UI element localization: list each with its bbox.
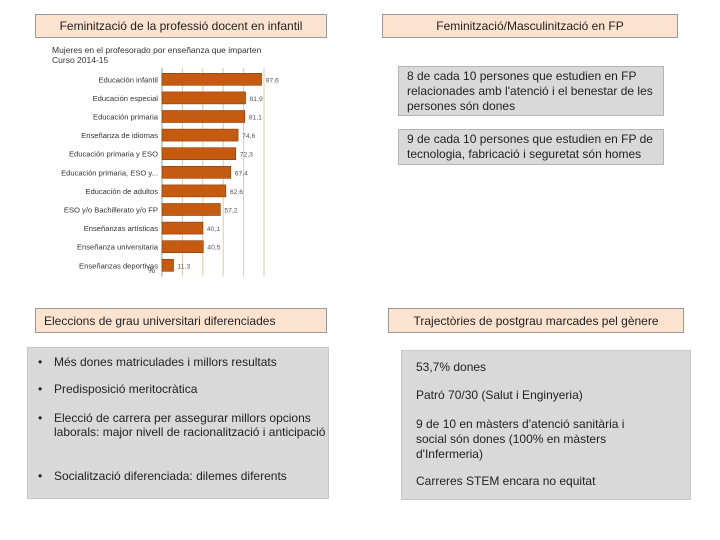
chart-category-label: Educación infantil xyxy=(98,75,158,84)
grau-bullet-2: Predisposició meritocràtica xyxy=(38,382,338,396)
chart-value-label: 11,3 xyxy=(178,263,191,270)
chart-title-line-1: Mujeres en el profesorado por enseñanza … xyxy=(52,45,262,55)
fp-note-care: 8 de cada 10 persones que estudien en FP… xyxy=(398,66,664,116)
grau-bullet-3: Elecció de carrera per assegurar millors… xyxy=(38,411,330,439)
chart-category-label: Enseñanzas deportivas xyxy=(79,261,158,270)
header-fp-text: Feminització/Masculinització en FP xyxy=(436,19,624,33)
postgrau-stat-1: 53,7% dones xyxy=(416,360,487,374)
chart-title-line-2: Curso 2014-15 xyxy=(52,55,109,65)
chart-value-label: 74,6 xyxy=(242,133,255,140)
chart-category-label: Educación primaria y ESO xyxy=(69,150,158,159)
chart-category-label: Educación de adultos xyxy=(85,187,158,196)
chart-value-label: 97,6 xyxy=(266,77,279,84)
chart-bar xyxy=(161,184,227,198)
header-postgrau: Trajectòries de postgrau marcades pel gè… xyxy=(388,308,684,333)
grau-bullet-1-text: Més dones matriculades i millors resulta… xyxy=(54,355,277,369)
header-grau: Eleccions de grau universitari diferenci… xyxy=(35,308,327,333)
postgrau-stat-2: Patró 70/30 (Salut i Enginyeria) xyxy=(416,388,583,402)
chart-value-label: 81,9 xyxy=(250,96,263,103)
chart-bar xyxy=(161,72,262,86)
chart-value-label: 40,1 xyxy=(207,226,220,233)
chart-category-label: Educación primaria, ESO y... xyxy=(61,168,158,177)
chart-value-label: 81,1 xyxy=(249,115,262,122)
grau-panel: Més dones matriculades i millors resulta… xyxy=(27,347,329,499)
chart-bar xyxy=(161,240,204,253)
chart-bar xyxy=(161,203,221,216)
header-fp: Feminització/Masculinització en FP xyxy=(382,14,678,38)
chart-value-label: 62,6 xyxy=(230,189,243,196)
postgrau-stat-4: Carreres STEM encara no equitat xyxy=(416,474,596,488)
chart-bar xyxy=(161,91,246,105)
header-docent-infantil: Feminització de la professió docent en i… xyxy=(35,14,327,38)
chart-bar xyxy=(161,166,232,179)
chart-bar xyxy=(161,110,246,123)
bar-chart: Mujeres en el profesorado por enseñanza … xyxy=(52,45,279,291)
grau-bullet-4-text: Socialització diferenciada: dilemes dife… xyxy=(54,469,287,483)
chart-value-label: 40,5 xyxy=(207,245,220,252)
chart-category-label: ESO y/o Bachillerato y/o FP xyxy=(64,206,158,215)
fp-note-tech: 9 de cada 10 persones que estudien en FP… xyxy=(398,129,664,165)
chart-category-label: Educación especial xyxy=(93,94,159,103)
chart-bar xyxy=(161,259,174,272)
chart-category-label: Enseñanza universitaria xyxy=(77,243,159,252)
chart-value-label: 57,2 xyxy=(224,208,237,215)
grau-bullet-2-text: Predisposició meritocràtica xyxy=(54,382,198,396)
header-grau-text: Eleccions de grau universitari diferenci… xyxy=(44,313,276,328)
fp-note-care-text: 8 de cada 10 persones que estudien en FP… xyxy=(407,69,653,113)
chart-category-label: Educación primaria xyxy=(93,113,159,122)
grau-bullet-1: Més dones matriculades i millors resulta… xyxy=(38,355,338,369)
chart-bar xyxy=(161,221,204,235)
chart-value-label: 72,3 xyxy=(240,152,253,159)
chart-category-label: Enseñanzas artísticas xyxy=(84,224,158,233)
chart-category-label: Enseñanza de idiomas xyxy=(81,131,158,140)
grau-bullet-4: Socialització diferenciada: dilemes dife… xyxy=(38,469,338,483)
postgrau-panel: 53,7% dones Patró 70/30 (Salut i Enginye… xyxy=(401,350,691,500)
chart-bar xyxy=(161,128,239,142)
header-postgrau-text: Trajectòries de postgrau marcades pel gè… xyxy=(413,313,659,328)
chart-container: Mujeres en el profesorado por enseñanza … xyxy=(40,42,300,291)
fp-note-tech-text: 9 de cada 10 persones que estudien en FP… xyxy=(407,132,653,161)
header-docent-infantil-text: Feminització de la professió docent en i… xyxy=(59,19,303,33)
chart-bar xyxy=(161,147,237,160)
grau-bullet-3-text: Elecció de carrera per assegurar millors… xyxy=(54,411,326,439)
postgrau-stat-3: 9 de 10 en màsters d'atenció sanitària i… xyxy=(416,417,625,461)
chart-x-unit: % xyxy=(148,266,155,275)
chart-value-label: 67,4 xyxy=(235,170,248,177)
